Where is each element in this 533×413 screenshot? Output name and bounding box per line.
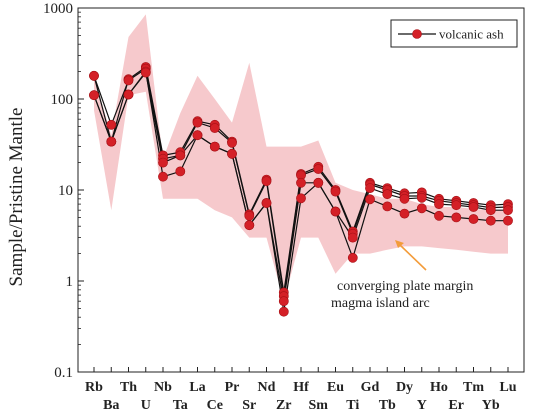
x-tick-label-yb: Yb <box>482 398 500 413</box>
x-tick-label-tb: Tb <box>379 398 396 413</box>
point-s4-tb <box>382 189 393 200</box>
point-s3-nb <box>158 171 168 182</box>
point-s3-gd <box>365 194 375 205</box>
point-s2-ba <box>106 119 117 130</box>
point-s2-pr <box>227 137 237 148</box>
x-tick-label-y: Y <box>417 398 427 413</box>
point-s3-tm <box>468 214 479 224</box>
point-s3-zr <box>278 306 289 317</box>
point-s3-ti <box>347 252 358 263</box>
x-tick-label-ho: Ho <box>430 380 448 395</box>
point-s3-ta <box>175 166 186 177</box>
point-s3-yb <box>485 215 496 226</box>
x-tick-label-hf: Hf <box>293 380 309 395</box>
x-tick-label-nd: Nd <box>258 380 276 395</box>
point-s4-eu <box>330 206 341 217</box>
x-tick-label-pr: Pr <box>225 380 240 395</box>
y-tick-label: 10 <box>58 183 73 199</box>
point-s3-tb <box>382 201 393 212</box>
point-s4-sr <box>244 220 255 231</box>
point-s3-y <box>416 203 427 214</box>
y-axis-label: Sample/Pristine Mantle <box>6 108 27 287</box>
x-tick-label-nb: Nb <box>154 380 172 395</box>
point-s4-ce <box>209 141 220 152</box>
annotation-arrow-head <box>395 240 404 248</box>
island-arc-band <box>94 14 508 302</box>
point-s4-ba <box>106 136 117 147</box>
x-tick-label-eu: Eu <box>327 380 344 395</box>
point-s2-sr <box>244 210 255 221</box>
x-tick-label-th: Th <box>120 380 137 395</box>
point-s3-ho <box>434 210 444 221</box>
x-tick-label-sm: Sm <box>309 398 329 413</box>
x-tick-label-ce: Ce <box>207 398 223 413</box>
point-s4-la <box>192 130 203 141</box>
point-s4-gd <box>365 183 375 193</box>
point-s4-pr <box>227 148 237 159</box>
legend-marker-swatch <box>412 29 422 39</box>
x-tick-label-ta: Ta <box>173 398 188 413</box>
legend: volcanic ash <box>390 19 518 48</box>
y-tick-label: 1000 <box>43 1 73 17</box>
point-s3-er <box>451 212 462 223</box>
x-tick-label-zr: Zr <box>276 398 292 413</box>
point-s4-dy <box>399 193 410 204</box>
point-s4-zr <box>278 296 289 307</box>
point-s2-eu <box>330 186 341 197</box>
band-layer <box>94 14 508 302</box>
x-tick-label-dy: Dy <box>396 380 413 395</box>
band-annotation: converging plate margin magma island arc <box>331 240 473 311</box>
legend-label: volcanic ash <box>439 27 504 42</box>
point-s4-rb <box>89 90 99 101</box>
point-s4-th <box>123 89 134 100</box>
point-s2-la <box>192 117 203 128</box>
x-tick-label-rb: Rb <box>85 380 103 395</box>
point-s4-ta <box>175 150 186 161</box>
point-s2-sm <box>313 164 324 174</box>
x-tick-label-sr: Sr <box>242 398 256 413</box>
point-s4-nb <box>158 157 168 168</box>
point-s3-dy <box>399 208 410 219</box>
x-tick-label-la: La <box>189 380 205 395</box>
point-s3-hf <box>296 193 306 204</box>
annotation-line-1: converging plate margin <box>337 279 473 294</box>
point-s4-yb <box>485 205 496 216</box>
point-s2-th <box>123 75 134 86</box>
point-s2-nd <box>261 176 272 187</box>
x-tick-label-ba: Ba <box>103 398 119 413</box>
y-axis: 0.1 1 10 100 1000 <box>43 1 84 381</box>
x-tick-label-u: U <box>141 398 151 413</box>
x-tick-label-gd: Gd <box>361 380 380 395</box>
point-s4-lu <box>503 205 513 216</box>
point-s4-er <box>451 200 462 211</box>
x-tick-label-tm: Tm <box>463 380 484 395</box>
x-tick-label-er: Er <box>448 398 464 413</box>
y-tick-label: 100 <box>51 92 74 108</box>
y-tick-label: 1 <box>66 274 74 290</box>
point-s4-y <box>416 192 427 203</box>
x-tick-label-ti: Ti <box>346 398 359 413</box>
y-tick-label: 0.1 <box>54 365 73 381</box>
point-s3-lu <box>503 215 513 226</box>
point-s4-sm <box>313 177 324 188</box>
x-tick-label-lu: Lu <box>499 380 516 395</box>
point-s2-ce <box>209 123 220 133</box>
point-s4-u <box>140 67 151 78</box>
point-s4-ho <box>434 199 444 209</box>
point-s4-tm <box>468 202 479 212</box>
annotation-arrow-shaft <box>399 244 427 271</box>
point-s4-hf <box>296 177 306 188</box>
point-s2-rb <box>89 70 99 81</box>
point-s4-nd <box>261 198 272 208</box>
point-s4-ti <box>347 232 358 243</box>
series-layer <box>89 62 513 317</box>
annotation-line-2: magma island arc <box>331 296 430 311</box>
